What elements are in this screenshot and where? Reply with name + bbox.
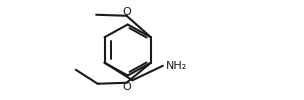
Text: NH₂: NH₂ [166,61,187,71]
Text: O: O [123,82,132,92]
Text: O: O [123,7,132,17]
